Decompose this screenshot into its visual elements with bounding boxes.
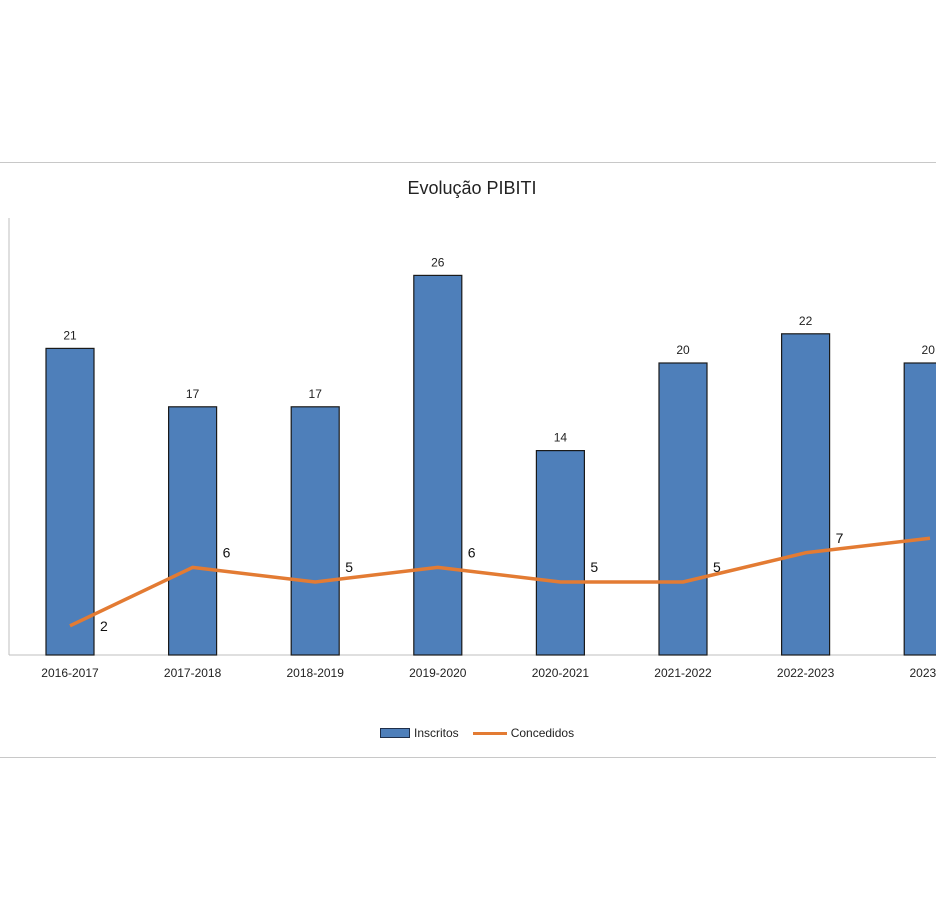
x-tick-label: 2022-2023 [777,666,835,680]
bar-value-label: 20 [922,343,936,357]
chart-title: Evolução PIBITI [407,178,537,198]
line-value-label: 5 [345,559,353,575]
line-value-label: 6 [223,544,231,560]
bar-inscritos [535,450,586,656]
legend-label-inscritos: Inscritos [414,726,459,740]
bar-value-label: 17 [186,387,200,401]
x-tick-label: 2016-2017 [41,666,99,680]
x-tick-label: 2023-2 [910,666,936,680]
bar-value-label: 21 [63,328,77,342]
legend-swatch-inscritos [380,728,410,738]
bar-inscritos [903,362,936,656]
legend-item-concedidos: Concedidos [472,726,575,740]
line-value-label: 5 [590,559,598,575]
line-value-label: 6 [468,544,476,560]
bar-inscritos [45,347,95,656]
bar-inscritos [413,274,463,656]
x-tick-label: 2017-2018 [164,666,222,680]
bar-value-label: 20 [676,343,690,357]
line-concedidos [69,536,931,628]
legend-swatch-concedidos [472,731,507,735]
bar-value-label: 14 [554,431,568,445]
legend: Inscritos Concedidos [380,726,588,740]
x-tick-label: 2018-2019 [287,666,345,680]
chart-area: Evolução PIBITI 21 17 17 26 14 20 22 20 2016-20… [0,162,936,758]
x-tick-label: 2019-2020 [409,666,467,680]
bar-inscritos [780,333,831,656]
bar-value-label: 22 [799,314,813,328]
legend-item-inscritos: Inscritos [380,726,459,740]
line-value-label: 7 [836,530,844,546]
bar-inscritos [290,406,340,656]
bar-value-label: 17 [309,387,323,401]
bar-inscritos [658,362,708,656]
line-value-label: 2 [100,618,108,634]
bar-inscritos [168,406,218,656]
line-value-label: 5 [713,559,721,575]
bar-value-label: 26 [431,255,445,269]
legend-label-concedidos: Concedidos [510,726,575,740]
x-tick-label: 2021-2022 [654,666,712,680]
x-tick-label: 2020-2021 [532,666,590,680]
